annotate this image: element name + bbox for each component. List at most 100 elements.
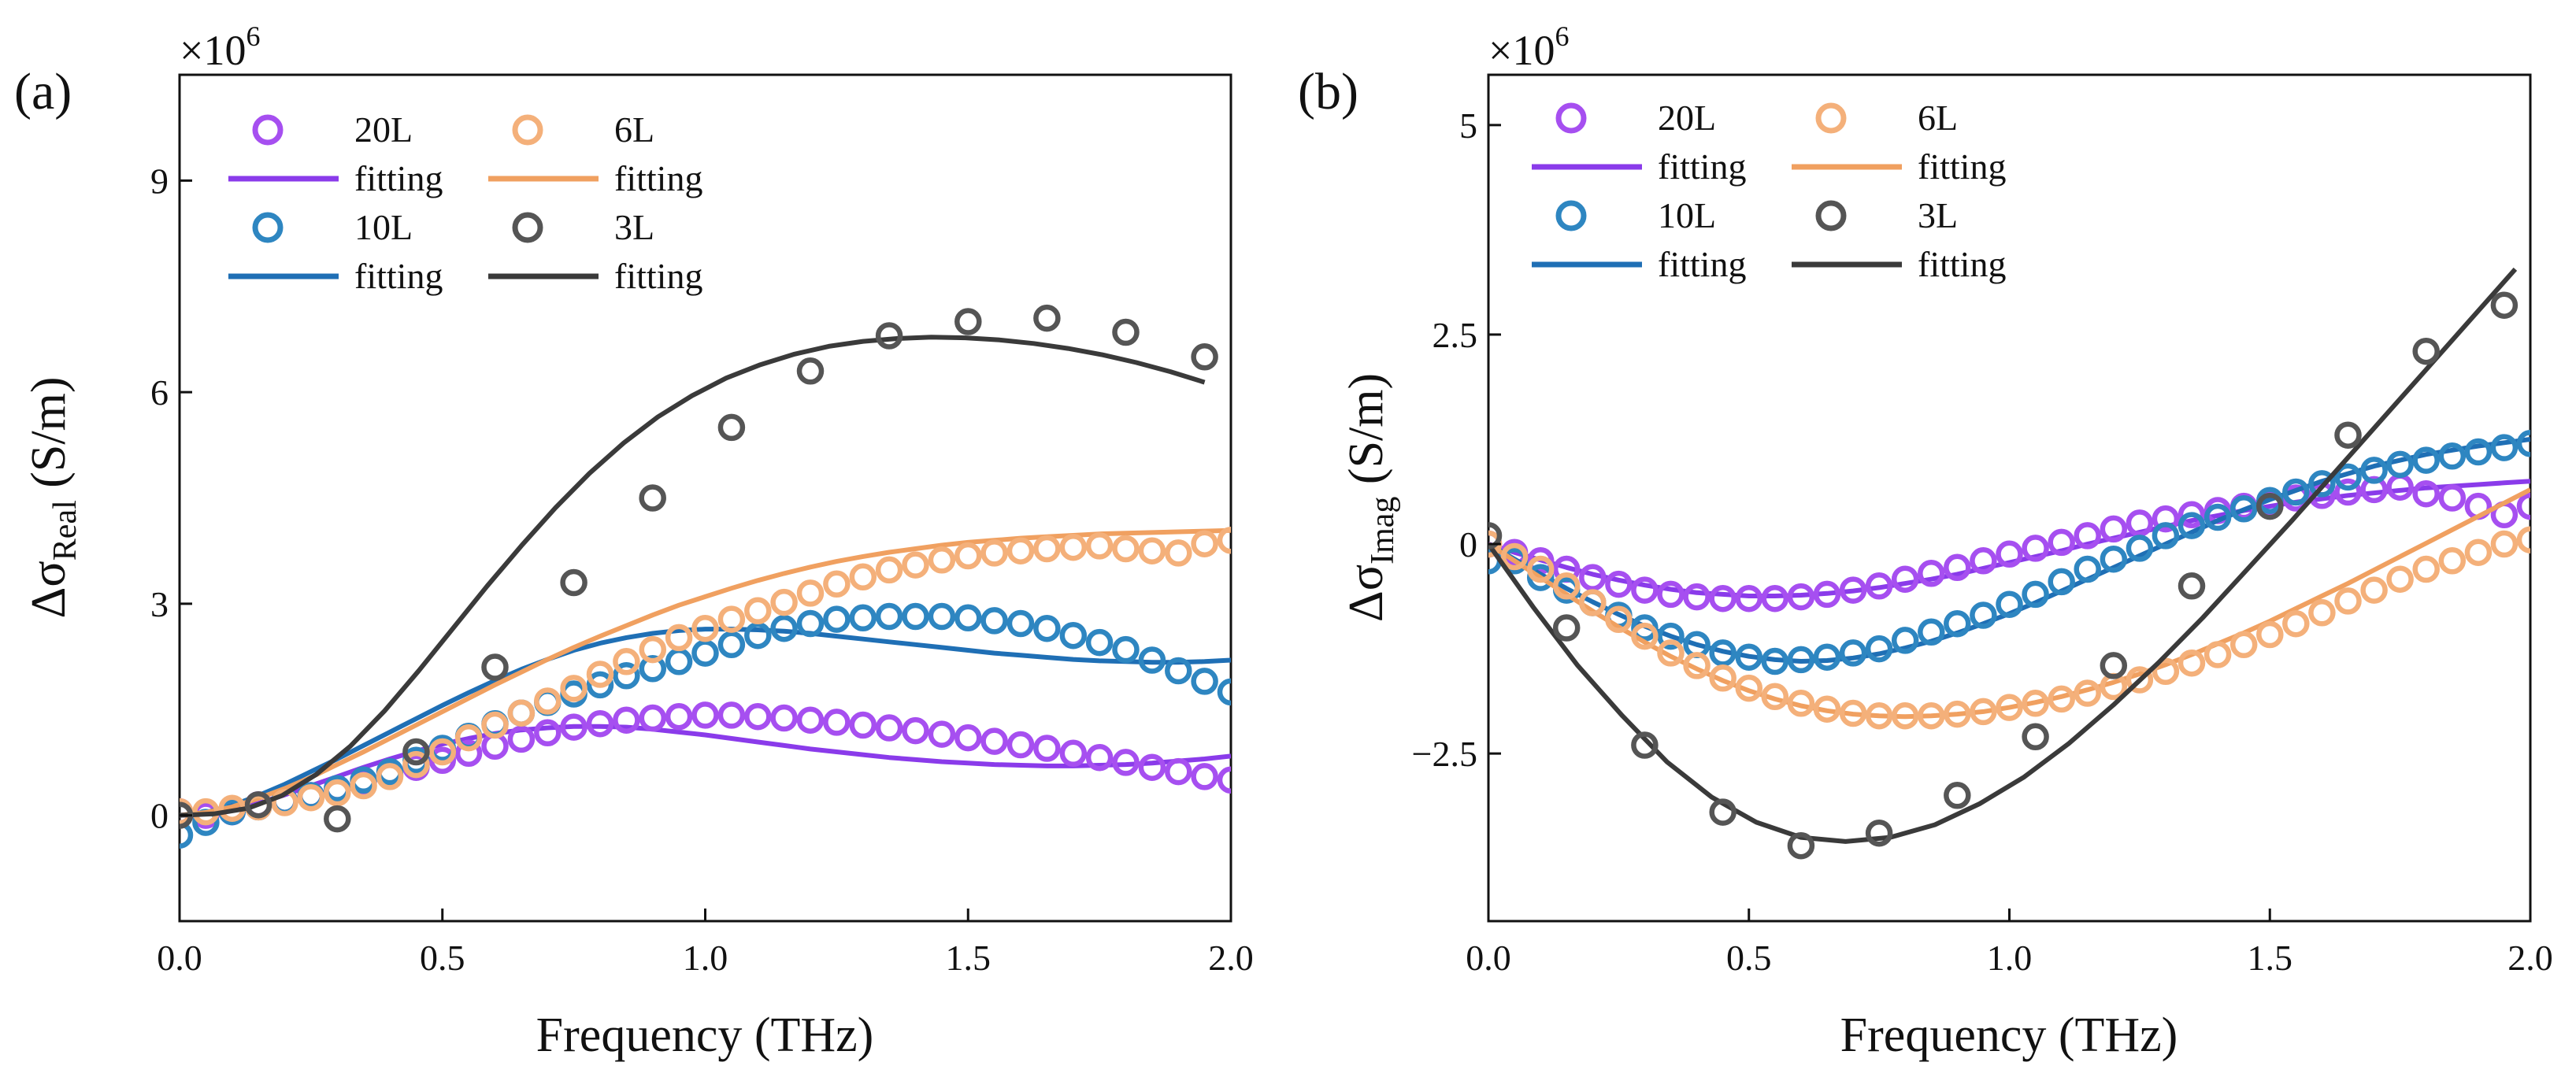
panel-b-ytick-label: 0 <box>1459 524 1477 564</box>
panel-b-point-6l <box>1996 694 2023 721</box>
panel-a-ytick-label: 6 <box>150 372 169 413</box>
panel-a-point-6l <box>823 570 851 598</box>
panel-b-point-6l <box>2126 666 2154 694</box>
panel-b-point-20l <box>2152 505 2180 533</box>
panel-b-point-6l <box>2048 685 2075 713</box>
panel-a-ylabel-sub: Real <box>47 500 83 561</box>
panel-b-plot-frame <box>1487 73 2532 923</box>
panel-a-point-10l <box>1112 635 1140 664</box>
legend-label-3l-fitting: fitting <box>1918 244 2006 284</box>
panel-b-fit-line-3l <box>1488 267 2518 844</box>
panel-a-point-20l <box>1138 753 1166 781</box>
panel-a-point-6l <box>770 588 798 616</box>
panel-a-point-10l <box>770 614 798 642</box>
panel-b-point-10l <box>1918 618 1945 646</box>
panel-b-point-20l <box>2412 479 2440 508</box>
panel-b-point-20l <box>2386 473 2414 501</box>
panel-b-point-3l <box>1787 831 1815 860</box>
panel-a-point-10l <box>717 631 746 659</box>
panel-a-point-10l <box>744 621 772 650</box>
panel-a-point-3l <box>954 308 982 335</box>
panel-a-point-20l <box>1006 731 1035 759</box>
panel-b-point-20l <box>2178 501 2206 529</box>
panel-b-point-10l <box>1526 564 1555 591</box>
panel-a-point-3l <box>796 357 825 385</box>
panel-b-point-3l <box>1709 798 1736 826</box>
panel-b-point-20l <box>1735 584 1763 613</box>
panel-a-xtick-label: 0.0 <box>157 938 202 978</box>
panel-b-point-20l <box>2100 515 2128 543</box>
panel-b-point-20l <box>2126 509 2154 537</box>
panel-b-point-10l <box>1657 622 1685 650</box>
legend-label-10l: 10L <box>1658 195 1716 235</box>
panel-b-point-20l <box>2334 478 2362 506</box>
panel-a-point-20l <box>770 704 798 732</box>
panel-b-fit-line-10l <box>1488 437 2530 664</box>
panel-a-fit-line-10l <box>180 627 1231 818</box>
panel-a-point-20l <box>454 739 483 768</box>
panel-a-xtick-label: 1.5 <box>946 938 991 978</box>
legend-marker-6l <box>1815 102 1847 134</box>
panel-b-point-20l <box>2516 492 2530 520</box>
panel-b-point-20l <box>1787 583 1815 611</box>
panel-a-point-6l <box>1033 535 1061 563</box>
panel-a-point-6l <box>928 546 956 574</box>
panel-a-point-10l <box>639 655 667 683</box>
legend-label-6l: 6L <box>614 109 654 150</box>
panel-b-point-10l <box>1787 646 1815 674</box>
panel-b-point-6l <box>2360 576 2388 604</box>
panel-b-point-10l <box>2360 457 2388 484</box>
panel-b-ylabel: ΔσImag (S/m) <box>1340 373 1401 622</box>
panel-a-point-6l <box>639 635 667 664</box>
panel-b-point-10l <box>2438 442 2467 470</box>
panel-b-point-6l <box>1918 701 1945 730</box>
panel-b-point-6l <box>1735 674 1763 702</box>
panel-a-point-10l <box>1006 609 1035 638</box>
panel-a-point-10l <box>1033 614 1061 642</box>
panel-b-ticks: 0.0 0.5 1.0 1.5 2.0 −2.5 0 2.5 5 <box>1412 105 2553 978</box>
panel-a-exponent: ×106 <box>180 20 260 74</box>
panel-a-point-20l <box>613 706 640 734</box>
legend-marker-6l <box>512 114 543 146</box>
panel-b-point-3l <box>1552 614 1581 642</box>
legend-label-20l-fitting: fitting <box>354 158 443 198</box>
panel-a-point-6l <box>586 661 614 688</box>
panel-b-point-10l <box>1761 647 1789 675</box>
panel-b-point-10l <box>1709 639 1736 667</box>
panel-a-plot-frame <box>178 73 1232 923</box>
panel-b-point-3l <box>2178 572 2206 600</box>
panel-b-point-6l <box>1970 698 1997 726</box>
panel-b-xtick-label: 0.5 <box>1726 938 1772 978</box>
panel-a-xtick-label: 2.0 <box>1208 938 1254 978</box>
panel-a-label: (a) <box>14 63 72 120</box>
panel-a-point-6l <box>613 648 640 675</box>
panel-a-point-20l <box>639 704 667 732</box>
panel-a-point-6l <box>691 614 719 642</box>
panel-b-point-6l <box>2256 620 2284 649</box>
panel-b-point-6l <box>1526 555 1555 583</box>
panel-b-ylabel-sub: Imag <box>1365 497 1401 564</box>
panel-b-point-3l <box>2022 723 2049 751</box>
legend-marker-3l <box>512 212 543 243</box>
legend-marker-3l <box>1815 200 1847 231</box>
panel-b-ylabel-main: Δσ <box>1340 564 1393 622</box>
panel-a-point-6l <box>744 597 772 625</box>
panel-a-marks <box>180 304 1231 849</box>
legend-label-20l: 20L <box>354 109 413 150</box>
panel-b-point-6l <box>1579 589 1607 616</box>
panel-b-ylabel-unit: (S/m) <box>1340 373 1393 497</box>
legend-marker-20l <box>1555 102 1587 134</box>
panel-a-point-6l <box>1006 537 1035 564</box>
legend-label-10l-fitting: fitting <box>354 256 443 296</box>
panel-a-point-10l <box>1191 668 1218 695</box>
panel-b-point-6l <box>2178 649 2206 677</box>
panel-b-point-3l <box>2256 492 2284 520</box>
panel-b-point-6l <box>1865 701 1893 730</box>
panel-b-legend: 20L 6L fitting fitting 10L 3L fitting fitting <box>1532 98 2006 284</box>
legend-label-20l-fitting: fitting <box>1658 146 1746 187</box>
legend-label-20l: 20L <box>1658 98 1716 138</box>
panel-b-point-6l <box>2074 679 2101 707</box>
panel-b-point-10l <box>2126 535 2154 562</box>
